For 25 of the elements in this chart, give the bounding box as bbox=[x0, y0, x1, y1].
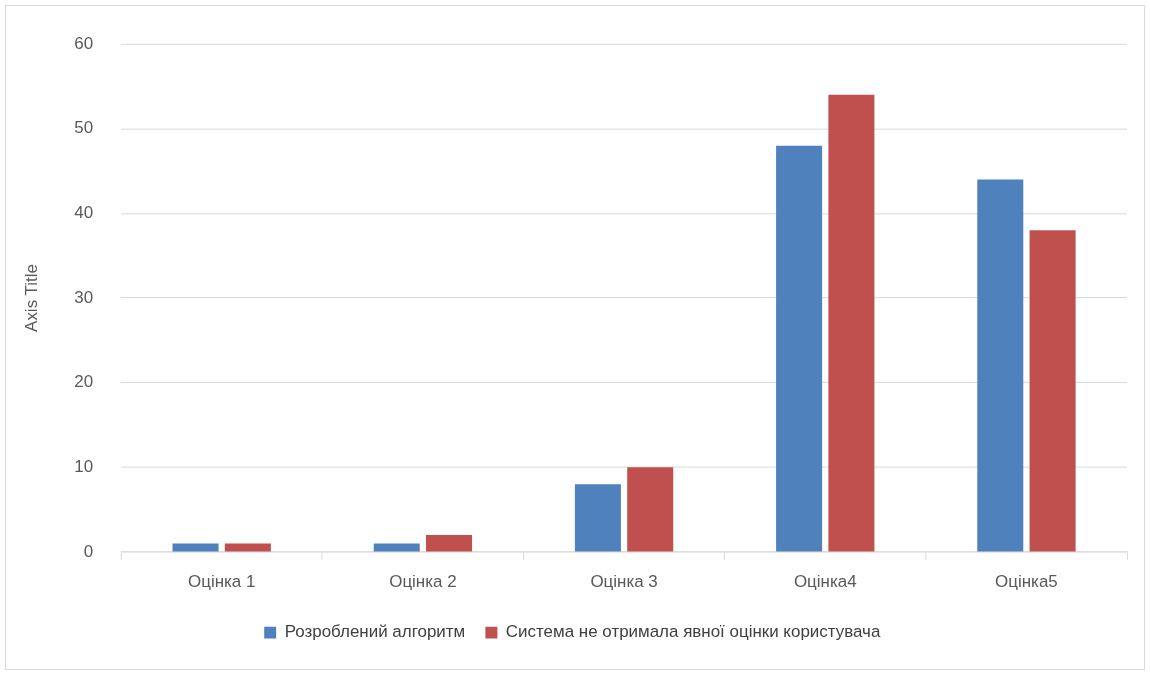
x-tick-label: Оцінка 2 bbox=[389, 571, 457, 591]
y-tick-label: 20 bbox=[74, 372, 94, 392]
x-tick-label: Оцінка4 bbox=[793, 571, 857, 591]
bar bbox=[373, 543, 420, 552]
bar bbox=[776, 145, 823, 552]
bar bbox=[426, 535, 473, 552]
x-tick-label: Оцінка5 bbox=[995, 571, 1058, 591]
legend-label: Розроблений алгоритм bbox=[284, 622, 466, 642]
bar bbox=[828, 94, 875, 552]
y-tick-label: 50 bbox=[74, 118, 94, 138]
bar bbox=[224, 543, 271, 552]
y-tick-label: 0 bbox=[83, 541, 94, 561]
y-tick-label: 40 bbox=[74, 203, 94, 223]
y-tick-label: 60 bbox=[74, 33, 94, 53]
x-tick-label: Оцінка 1 bbox=[188, 571, 256, 591]
y-tick-label: 10 bbox=[74, 456, 94, 476]
bar bbox=[172, 543, 219, 552]
bar bbox=[574, 484, 621, 552]
bar bbox=[977, 179, 1024, 552]
y-tick-label: 30 bbox=[74, 287, 94, 307]
x-tick-label: Оцінка 3 bbox=[590, 571, 658, 591]
legend-label: Система не отримала явної оцінки користувача bbox=[505, 622, 881, 642]
bar bbox=[627, 467, 674, 552]
y-axis-title: Axis Title bbox=[21, 264, 41, 332]
bar bbox=[1029, 230, 1076, 552]
